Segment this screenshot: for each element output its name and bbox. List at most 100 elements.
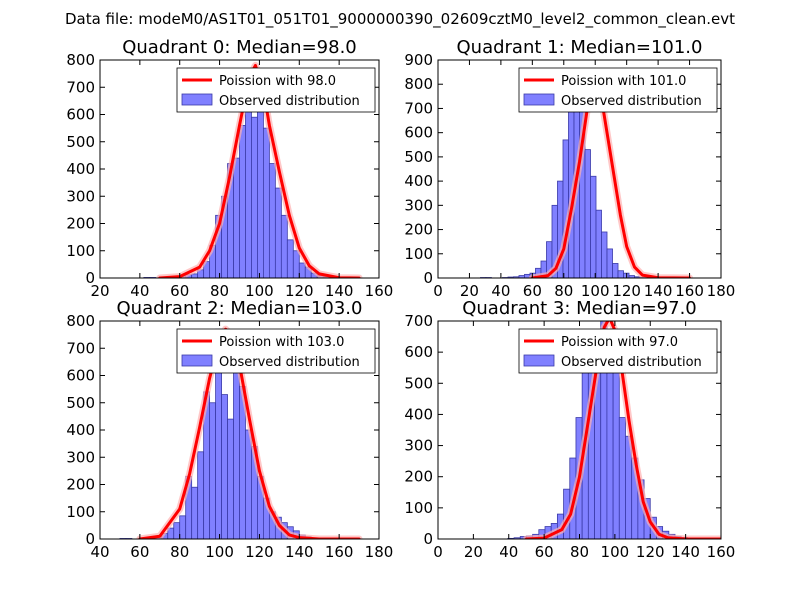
histogram-bar: [298, 262, 306, 278]
x-tick-label: 0: [433, 543, 443, 561]
y-tick-label: 800: [66, 51, 95, 69]
quadrant-2-title: Quadrant 2: Median=103.0: [117, 298, 363, 319]
y-tick-label: 100: [66, 242, 95, 260]
x-tick-label: 80: [554, 282, 573, 300]
x-tick-label: 160: [675, 282, 704, 300]
legend-label-poisson: Poission with 97.0: [561, 335, 678, 350]
y-tick-label: 700: [404, 99, 433, 117]
y-tick-label: 700: [66, 78, 95, 96]
x-tick-label: 120: [636, 543, 665, 561]
x-tick-label: 100: [245, 282, 274, 300]
histogram-bar: [286, 239, 294, 278]
histogram-bar: [612, 364, 620, 539]
y-tick-label: 300: [404, 196, 433, 214]
x-tick-label: 60: [170, 282, 189, 300]
quadrant-1-axes-frame: [437, 59, 722, 279]
legend-label-observed: Observed distribution: [219, 355, 360, 370]
quadrant-0-title: Quadrant 0: Median=98.0: [122, 37, 357, 58]
quadrant-1-legend: Poission with 101.0 Observed distribution: [518, 67, 718, 113]
histogram-bar: [612, 263, 619, 278]
x-tick-label: 120: [285, 282, 314, 300]
histogram-bar: [274, 187, 282, 278]
histogram-bar: [227, 418, 234, 539]
legend-bar-swatch: [523, 93, 555, 106]
x-tick-label: 40: [90, 543, 109, 561]
x-tick-label: 60: [130, 543, 149, 561]
y-tick-label: 400: [66, 160, 95, 178]
histogram-bar: [257, 97, 264, 278]
y-tick-label: 900: [404, 51, 433, 69]
y-tick-label: 800: [404, 75, 433, 93]
histogram-bar: [209, 402, 216, 539]
x-tick-label: 140: [644, 282, 673, 300]
legend-box: [176, 328, 376, 374]
x-tick-label: 120: [612, 282, 641, 300]
y-tick-label: 700: [66, 339, 95, 357]
y-tick-label: 300: [404, 437, 433, 455]
quadrant-1-panel: 0 20 40 60 80 100 120 140 160 1800100200300400500…: [404, 37, 735, 300]
x-tick-label: 120: [245, 543, 274, 561]
y-tick-label: 600: [66, 106, 95, 124]
quadrant-1-title: Quadrant 1: Median=101.0: [457, 37, 703, 58]
histogram-bar: [601, 231, 608, 278]
legend-label-observed: Observed distribution: [219, 94, 360, 109]
legend-label-observed: Observed distribution: [561, 94, 702, 109]
y-tick-label: 600: [66, 367, 95, 385]
histogram-bar: [590, 175, 597, 278]
histogram-bar: [233, 157, 240, 278]
y-tick-label: 500: [66, 133, 95, 151]
histogram-bar: [617, 270, 624, 278]
x-tick-label: 100: [581, 282, 610, 300]
x-tick-label: 0: [433, 282, 443, 300]
y-tick-label: 800: [66, 312, 95, 330]
y-tick-label: 400: [66, 421, 95, 439]
y-tick-label: 0: [423, 530, 433, 548]
histogram-bar: [239, 125, 246, 278]
y-tick-label: 500: [404, 374, 433, 392]
x-tick-label: 80: [570, 543, 589, 561]
quadrant-2-panel: 40 60 80 100 120 140 160 180 0 100 200 300 400 500 600…: [66, 298, 393, 561]
y-tick-label: 700: [404, 312, 433, 330]
y-tick-label: 200: [404, 468, 433, 486]
x-tick-label: 20: [464, 543, 483, 561]
quadrant-3-title: Quadrant 3: Median=97.0: [462, 298, 697, 319]
y-tick-label: 400: [404, 405, 433, 423]
y-tick-label: 0: [85, 269, 95, 287]
x-tick-label: 180: [707, 282, 736, 300]
x-tick-label: 140: [671, 543, 700, 561]
x-tick-label: 160: [707, 543, 736, 561]
x-tick-label: 160: [325, 543, 354, 561]
histogram-bar: [606, 248, 613, 278]
histogram-bar: [191, 273, 199, 278]
histogram-bar: [245, 429, 252, 539]
y-tick-label: 500: [404, 148, 433, 166]
y-tick-label: 300: [66, 187, 95, 205]
x-tick-label: 100: [601, 543, 630, 561]
y-tick-label: 400: [404, 172, 433, 190]
legend-bar-swatch: [181, 93, 213, 106]
x-tick-label: 80: [170, 543, 189, 561]
x-tick-label: 40: [499, 543, 518, 561]
y-tick-label: 200: [66, 215, 95, 233]
histogram-bar: [618, 417, 626, 539]
histogram-bar: [280, 214, 288, 278]
x-tick-label: 140: [325, 282, 354, 300]
x-tick-label: 60: [523, 282, 542, 300]
y-tick-label: 600: [404, 343, 433, 361]
legend-label-poisson: Poission with 103.0: [219, 335, 344, 350]
y-tick-label: 500: [66, 394, 95, 412]
histogram-bar: [179, 515, 187, 539]
histogram-bar: [595, 209, 602, 278]
histogram-bar: [584, 149, 591, 278]
legend-label-observed: Observed distribution: [561, 355, 702, 370]
histogram-bar: [292, 250, 300, 278]
x-tick-label: 60: [535, 543, 554, 561]
y-tick-label: 600: [404, 124, 433, 142]
x-tick-label: 20: [90, 282, 109, 300]
y-tick-label: 300: [66, 448, 95, 466]
y-tick-label: 0: [423, 269, 433, 287]
histogram-bar: [606, 351, 614, 539]
figure-title: Data file: modeM0/AS1T01_051T01_90000003…: [65, 10, 735, 29]
histogram-bar: [191, 486, 199, 539]
